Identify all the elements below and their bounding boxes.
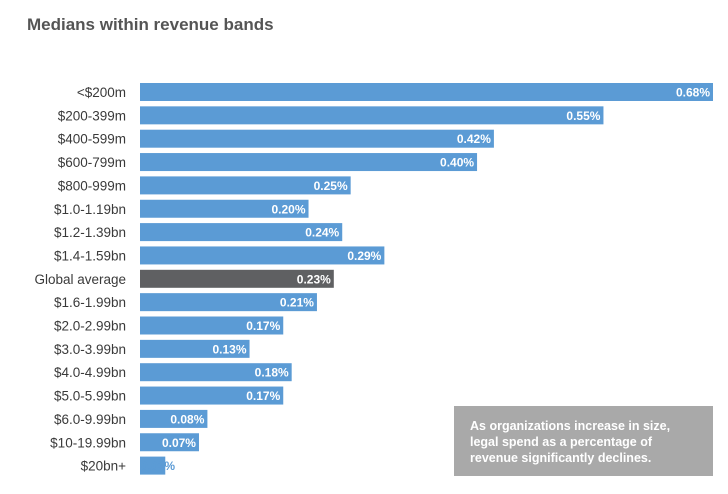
value-label-row-2: 0.42% bbox=[457, 132, 491, 146]
value-label-row-16: 0.03% bbox=[141, 459, 175, 473]
bar-row-15 bbox=[140, 433, 199, 452]
bar-row-3 bbox=[140, 153, 478, 172]
category-label-row-16: $20bn+ bbox=[81, 459, 127, 474]
category-label-row-12: $4.0-4.99bn bbox=[54, 365, 126, 380]
value-label-row-11: 0.13% bbox=[213, 342, 247, 356]
bar-row-14 bbox=[140, 409, 208, 428]
bar-row-4 bbox=[140, 176, 351, 195]
category-label-row-3: $600-799m bbox=[58, 155, 126, 170]
bar-row-12 bbox=[140, 363, 292, 382]
value-label-row-12: 0.18% bbox=[255, 366, 289, 380]
category-label-row-14: $6.0-9.99bn bbox=[54, 412, 126, 427]
value-label-row-4: 0.25% bbox=[314, 179, 348, 193]
value-label-row-10: 0.17% bbox=[246, 319, 280, 333]
category-label-row-5: $1.0-1.19bn bbox=[54, 202, 126, 217]
category-label-row-9: $1.6-1.99bn bbox=[54, 295, 126, 310]
category-label-row-2: $400-599m bbox=[58, 132, 126, 147]
category-label-row-4: $800-999m bbox=[58, 178, 126, 193]
value-label-row-6: 0.24% bbox=[305, 226, 339, 240]
category-label-row-1: $200-399m bbox=[58, 108, 126, 123]
category-label-row-7: $1.4-1.59bn bbox=[54, 248, 126, 263]
value-label-row-9: 0.21% bbox=[280, 296, 314, 310]
bar-row-11 bbox=[140, 339, 250, 358]
category-label-row-13: $5.0-5.99bn bbox=[54, 389, 126, 404]
bar-global-average bbox=[140, 269, 334, 288]
value-label-row-3: 0.40% bbox=[440, 156, 474, 170]
callout-line-3: revenue significantly declines. bbox=[470, 451, 652, 465]
chart-title: Medians within revenue bands bbox=[27, 15, 274, 34]
bar-row-5 bbox=[140, 199, 309, 218]
bar-row-0 bbox=[140, 83, 713, 101]
category-label-row-11: $3.0-3.99bn bbox=[54, 342, 126, 357]
bar-row-1 bbox=[140, 106, 604, 125]
value-label-row-14: 0.08% bbox=[170, 412, 204, 426]
category-label-row-6: $1.2-1.39bn bbox=[54, 225, 126, 240]
callout-line-1: As organizations increase in size, bbox=[470, 419, 671, 433]
value-label-row-13: 0.17% bbox=[246, 389, 280, 403]
category-label-row-0: <$200m bbox=[77, 85, 126, 100]
value-label-row-1: 0.55% bbox=[566, 109, 600, 123]
bar-row-13 bbox=[140, 386, 284, 405]
bar-row-2 bbox=[140, 129, 494, 148]
category-label-row-15: $10-19.99bn bbox=[50, 435, 126, 450]
callout-box: As organizations increase in size, legal… bbox=[454, 406, 713, 476]
value-label-row-7: 0.29% bbox=[347, 249, 381, 263]
bar-row-7 bbox=[140, 246, 385, 265]
value-label-row-5: 0.20% bbox=[271, 202, 305, 216]
value-label-row-0: 0.68% bbox=[676, 86, 710, 100]
callout-line-2: legal spend as a percentage of bbox=[470, 435, 653, 449]
value-label-row-15: 0.07% bbox=[162, 436, 196, 450]
bar-row-16 bbox=[140, 456, 166, 475]
bar-row-6 bbox=[140, 223, 343, 242]
bar-row-10 bbox=[140, 316, 284, 335]
category-label-row-8: Global average bbox=[34, 272, 126, 287]
value-label-row-8: 0.23% bbox=[297, 272, 331, 286]
category-label-row-10: $2.0-2.99bn bbox=[54, 319, 126, 334]
bar-row-9 bbox=[140, 293, 317, 312]
